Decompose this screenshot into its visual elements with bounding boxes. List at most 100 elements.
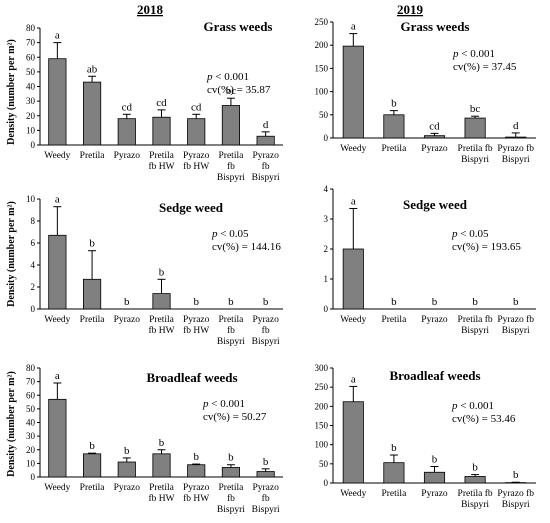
category-label: Pyrazo [252,483,279,493]
significance-letter: b [193,296,199,308]
y-tick-label: 100 [315,440,329,450]
category-label: Pyrazo [421,144,448,154]
category-label: Pyrazo [421,315,448,325]
y-tick-label: 3 [324,214,329,224]
cv-annotation: cv(%) = 144.16 [212,241,281,253]
y-tick-label: 60 [26,52,36,62]
y-tick-label: 50 [319,110,329,120]
bar [423,135,446,139]
y-tick-label: 150 [315,63,329,73]
y-tick-label: 0 [31,140,36,150]
category-label: Pyrazo [114,483,141,493]
category-label: Pyrazo [114,151,141,161]
bar [505,136,527,139]
category-label: Pretila [80,315,106,325]
category-label: Pyrazo [183,315,210,325]
bar [48,234,67,310]
significance-letter: d [263,119,269,131]
category-label: Bispyri [217,173,245,183]
category-label: fb HW [183,325,209,336]
bar [117,461,136,478]
bar [342,45,364,139]
category-label: Weedy [340,489,366,499]
category-label: fb [262,161,270,172]
category-label: Bispyri [217,337,245,347]
y-tick-label: 70 [26,377,36,387]
p-value-annotation: p < 0.001 [451,400,494,412]
p-value-annotation: p < 0.001 [202,398,245,410]
bar [117,118,136,146]
year-heading-2019: 2019 [397,2,424,17]
significance-letter: a [55,30,60,42]
panel-title: Sedge weed [159,200,224,215]
y-tick-label: 20 [26,445,36,455]
y-tick-label: 80 [26,23,36,33]
significance-letter: b [391,296,397,308]
panel-title: Broadleaf weeds [389,368,480,383]
panel-broadleaf-2019: 0 50 100 150 200 250 300 a Weedy b Pretila b Pyrazo b… [315,363,536,510]
y-tick-label: 2 [31,282,36,292]
panel-broadleaf-2018: 0 10 20 30 40 50 60 70 80 a Weedy b Pretila b Pyrazo b P… [26,363,283,515]
category-label: Pretila [149,151,175,161]
category-label: Bispyri [461,500,489,510]
bar [256,471,275,478]
y-tick-label: 250 [315,382,329,392]
significance-letter: b [193,451,199,463]
category-label: Bispyri [461,326,489,336]
y-axis-label-grass: Density (number per m²) [6,39,17,145]
significance-letter: b [124,296,130,308]
category-label: Bispyri [461,155,489,165]
y-tick-label: 200 [315,401,329,411]
cv-annotation: cv(%) = 37.45 [453,61,517,73]
significance-letter: cd [191,101,202,113]
p-value-annotation: p < 0.05 [211,228,249,240]
category-label: Pretila [381,489,407,499]
category-label: Bispyri [502,326,530,336]
bar [152,453,171,478]
y-tick-label: 10 [26,125,36,135]
category-label: Pretila fb [458,143,493,154]
panel-title: Sedge weed [403,197,468,212]
y-tick-label: 10 [26,194,36,204]
y-axis-label-sedge: Density (number per m²) [6,201,17,307]
y-tick-label: 10 [26,458,36,468]
category-label: Pretila [381,315,407,325]
bar [48,58,67,146]
significance-letter: b [391,98,397,110]
panel-title: Grass weeds [204,19,273,34]
significance-letter: b [513,296,519,308]
significance-letter: b [228,296,234,308]
y-tick-label: 2 [324,244,329,254]
y-tick-label: 250 [315,17,329,27]
category-label: Pretila [219,151,245,161]
category-label: Pyrazo [252,315,279,325]
category-label: Pretila [219,315,245,325]
significance-letter: b [89,440,95,452]
y-tick-label: 200 [315,40,329,50]
bar [342,401,364,484]
y-tick-label: 6 [31,238,36,248]
significance-letter: b [513,469,519,481]
significance-letter: a [55,194,60,206]
panel-title: Broadleaf weeds [146,370,237,385]
category-label: Pyrazo fb [497,488,534,499]
cv-annotation: cv(%) = 53.46 [452,413,516,425]
category-label: Bispyri [502,500,530,510]
category-label: Bispyri [252,505,280,515]
category-label: fb [227,161,235,172]
bar [383,114,405,139]
category-label: Weedy [340,144,366,154]
y-tick-label: 40 [26,418,36,428]
y-tick-label: 4 [31,260,36,270]
bar [82,453,102,478]
bar [187,118,206,146]
significance-letter: b [263,296,269,308]
significance-letter: b [159,266,165,278]
category-label: Pyrazo [114,315,141,325]
bar [423,471,446,484]
panel-grass-2019: 0 50 100 150 200 250 a Weedy b Pretila cd Pyrazo bc P… [315,17,536,165]
y-tick-label: 50 [319,459,329,469]
